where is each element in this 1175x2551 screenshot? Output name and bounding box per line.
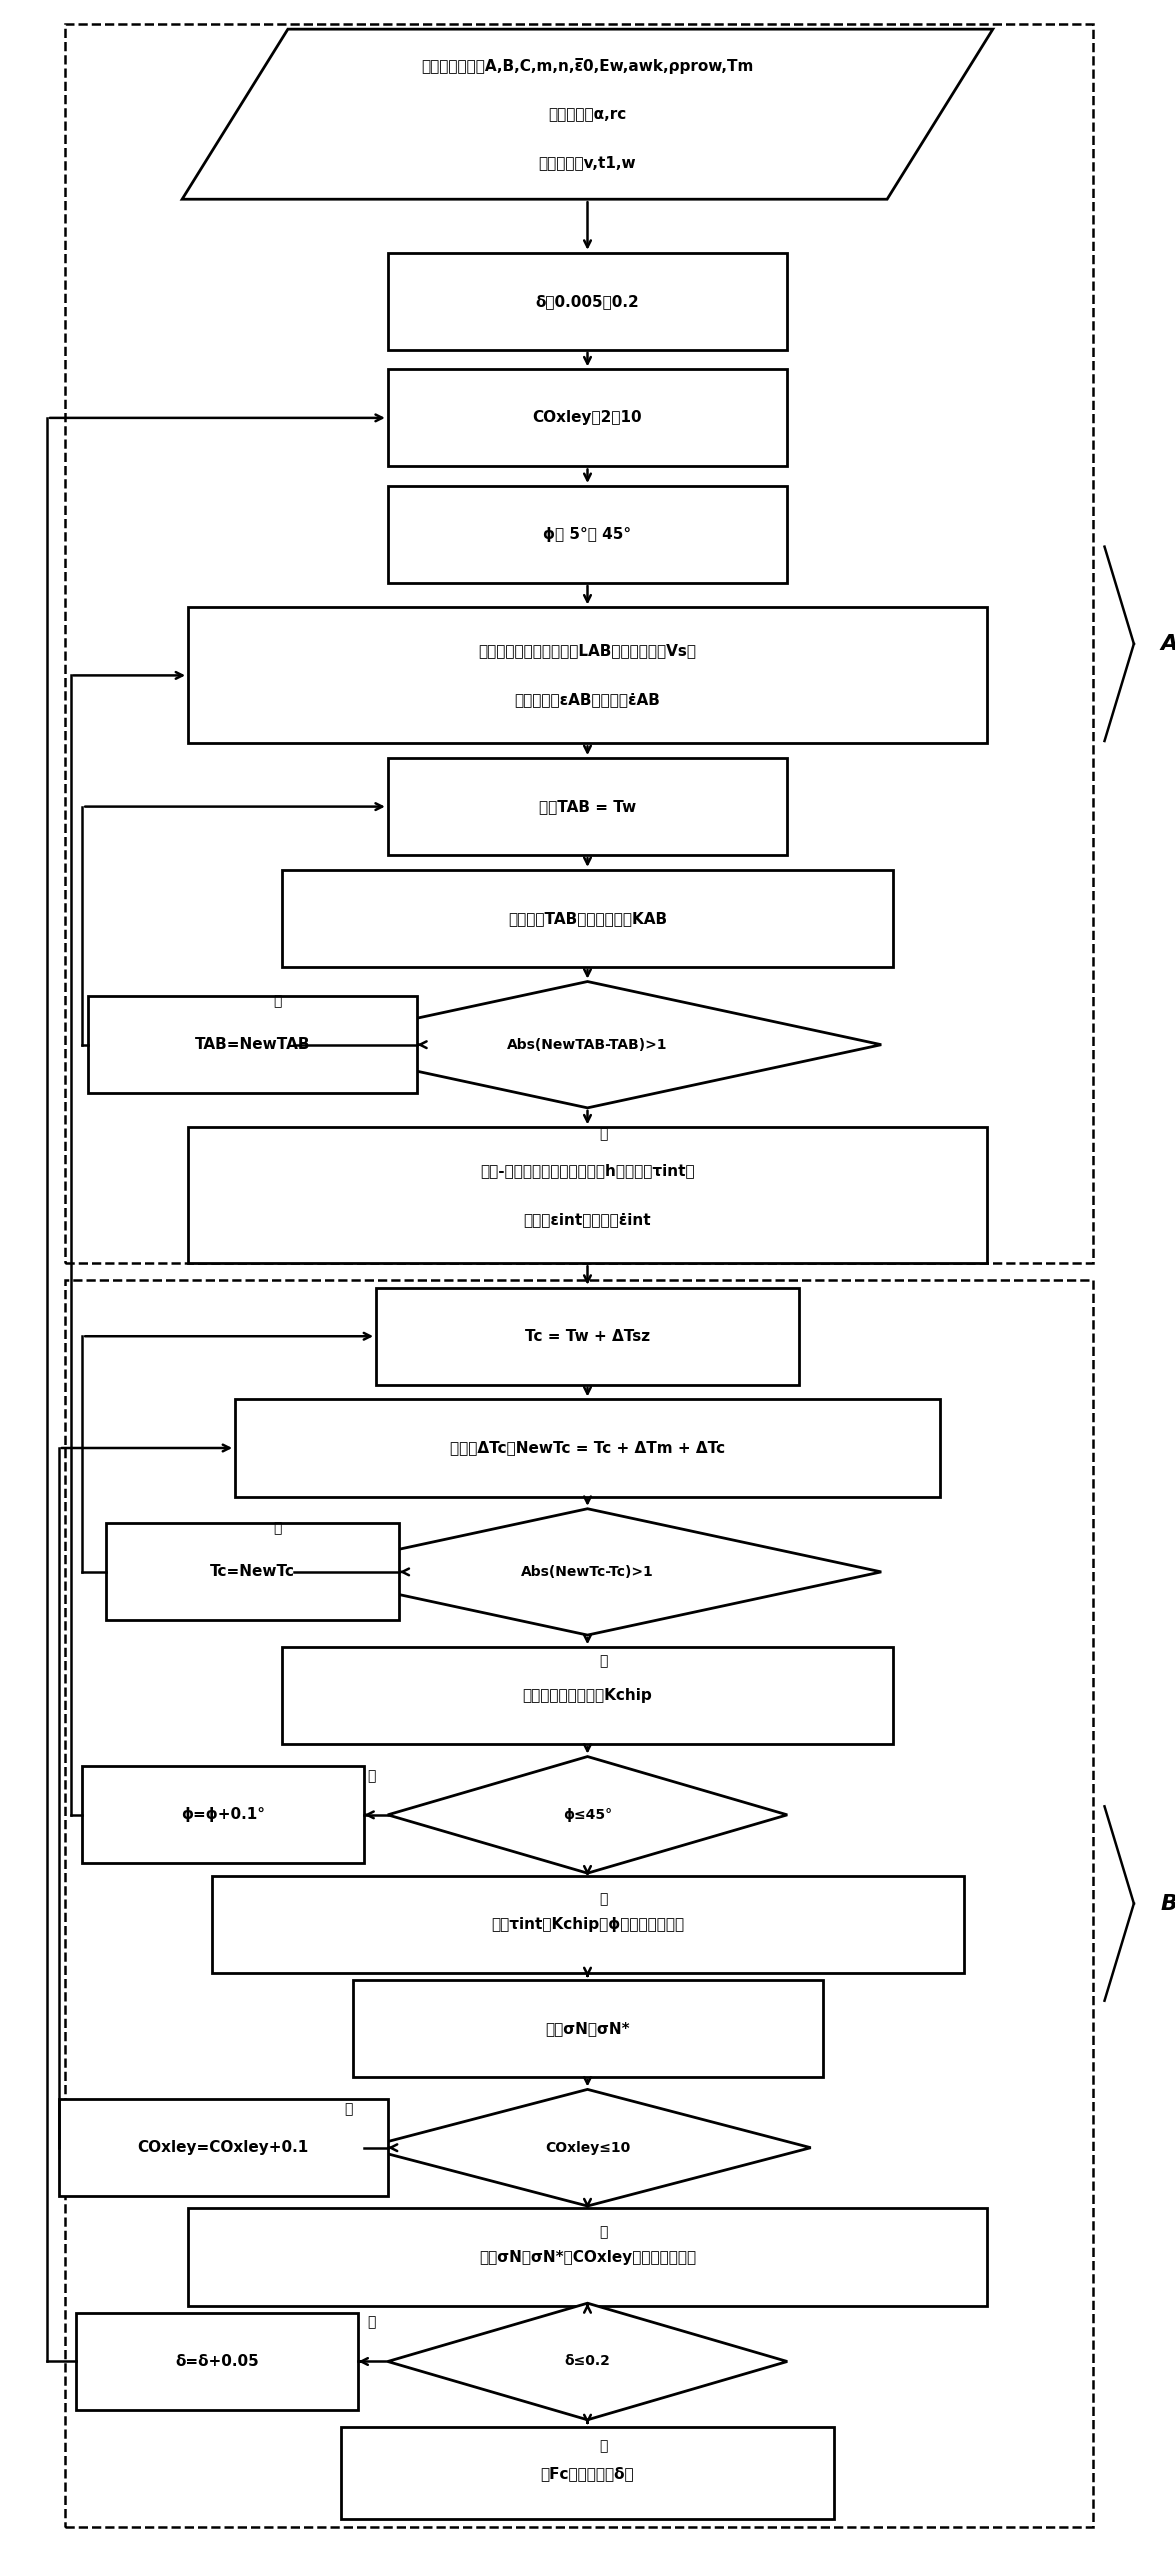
Text: COxley从2到10: COxley从2到10: [532, 411, 643, 426]
Text: 否: 否: [599, 1893, 607, 1906]
Text: 否: 否: [599, 1128, 607, 1140]
Text: Tc = Tw + ΔTsz: Tc = Tw + ΔTsz: [525, 1329, 650, 1344]
Bar: [388, 370, 787, 467]
Bar: [106, 1523, 400, 1620]
Polygon shape: [388, 2304, 787, 2421]
Bar: [388, 758, 787, 855]
Text: 切削参数：v,t1,w: 切削参数：v,t1,w: [538, 156, 637, 171]
Bar: [188, 607, 987, 742]
Polygon shape: [294, 982, 881, 1107]
Text: 剪应变εint和应变率ε̇int: 剪应变εint和应变率ε̇int: [524, 1212, 651, 1227]
Bar: [65, 1281, 1093, 2525]
Polygon shape: [182, 28, 993, 199]
Text: ϕ≤45°: ϕ≤45°: [563, 1809, 612, 1821]
Text: 是: 是: [274, 995, 282, 1008]
Bar: [59, 2099, 388, 2196]
Text: 是: 是: [368, 1768, 376, 1783]
Text: 是: 是: [368, 2316, 376, 2329]
Text: 当Fc最小时确定δ值: 当Fc最小时确定δ值: [540, 2467, 634, 2480]
Text: Abs(NewTc-Tc)>1: Abs(NewTc-Tc)>1: [522, 1564, 653, 1579]
Bar: [212, 1875, 963, 1972]
Bar: [376, 1288, 799, 1385]
Text: ϕ=ϕ+0.1°: ϕ=ϕ+0.1°: [181, 1806, 266, 1821]
Text: B: B: [1161, 1893, 1175, 1913]
Text: 剪切面分析：剪切面长度LAB、剪切面速度Vs、: 剪切面分析：剪切面长度LAB、剪切面速度Vs、: [478, 643, 697, 658]
Text: 求解σN和σN*: 求解σN和σN*: [545, 2020, 630, 2036]
Bar: [188, 1128, 987, 1263]
Text: 否: 否: [599, 2439, 607, 2454]
Text: 比较τint和Kchip，ϕ取两者最接近处: 比较τint和Kchip，ϕ取两者最接近处: [491, 1916, 684, 1931]
Bar: [82, 1765, 364, 1862]
Bar: [235, 1400, 940, 1497]
Text: COxley≤10: COxley≤10: [545, 2140, 630, 2156]
Bar: [188, 2209, 987, 2306]
Text: δ从0.005到0.2: δ从0.005到0.2: [536, 293, 639, 309]
Text: 刀具几何：α,rc: 刀具几何：α,rc: [549, 107, 626, 122]
Bar: [388, 253, 787, 349]
Bar: [388, 485, 787, 584]
Polygon shape: [364, 2089, 811, 2207]
Bar: [76, 2314, 358, 2411]
Text: 剪切面应变εAB和应变率ε̇AB: 剪切面应变εAB和应变率ε̇AB: [515, 691, 660, 707]
Text: 工件材料参数：A,B,C,m,n,ε̅0,Ew,awk,ρprow,Tm: 工件材料参数：A,B,C,m,n,ε̅0,Ew,awk,ρprow,Tm: [422, 59, 753, 74]
Text: 是: 是: [344, 2102, 352, 2115]
Polygon shape: [388, 1758, 787, 1872]
Bar: [88, 995, 417, 1094]
Text: Tc=NewTc: Tc=NewTc: [210, 1564, 295, 1579]
Bar: [341, 2426, 834, 2520]
Text: 迭代求：TAB，流动应力：KAB: 迭代求：TAB，流动应力：KAB: [508, 911, 667, 926]
Bar: [282, 1648, 893, 1745]
Text: δ=δ+0.05: δ=δ+0.05: [175, 2355, 260, 2370]
Text: 否: 否: [599, 2224, 607, 2240]
Bar: [282, 870, 893, 967]
Text: TAB=NewTAB: TAB=NewTAB: [195, 1038, 310, 1051]
Bar: [352, 1980, 822, 2077]
Text: 切屑中的流动应力：Kchip: 切屑中的流动应力：Kchip: [523, 1689, 652, 1704]
Text: 刀具-切屑界面分析：接触长度h、剪应力τint、: 刀具-切屑界面分析：接触长度h、剪应力τint、: [481, 1163, 694, 1179]
Polygon shape: [294, 1508, 881, 1635]
Text: A: A: [1161, 633, 1175, 653]
Text: 是: 是: [274, 1520, 282, 1536]
Text: ϕ从 5°到 45°: ϕ从 5°到 45°: [543, 528, 632, 541]
Text: 迭代求ΔTc：NewTc = Tc + ΔTm + ΔTc: 迭代求ΔTc：NewTc = Tc + ΔTm + ΔTc: [450, 1441, 725, 1457]
Text: 比较σN和σN*，COxley取两者最接近处: 比较σN和σN*，COxley取两者最接近处: [479, 2250, 696, 2265]
Text: 假定TAB = Tw: 假定TAB = Tw: [539, 798, 636, 814]
Text: COxley=COxley+0.1: COxley=COxley+0.1: [137, 2140, 309, 2156]
Text: Abs(NewTAB-TAB)>1: Abs(NewTAB-TAB)>1: [508, 1038, 667, 1051]
Text: δ≤0.2: δ≤0.2: [564, 2355, 611, 2367]
Text: 否: 否: [599, 1656, 607, 1668]
Bar: [65, 26, 1093, 1263]
